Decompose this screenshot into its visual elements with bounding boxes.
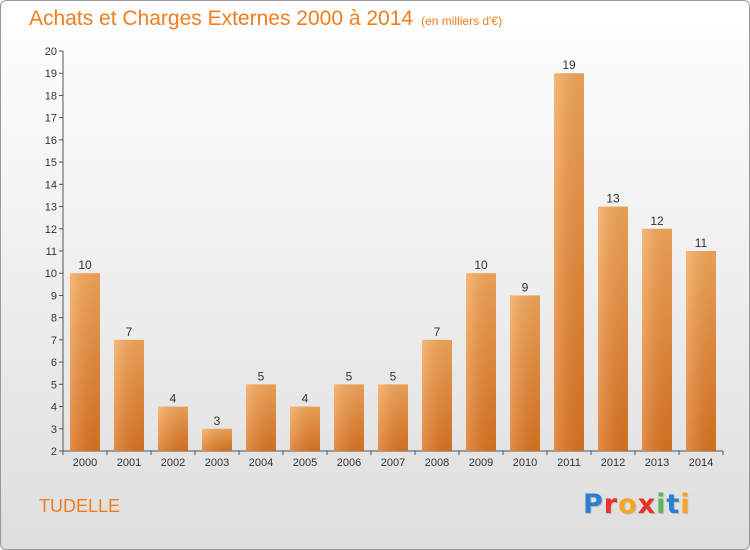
x-tick-label: 2010 [513,457,537,469]
y-tick-label: 14 [45,179,57,191]
bar-shade [378,384,408,451]
x-tick-label: 2009 [469,457,493,469]
y-tick-label: 20 [45,46,57,58]
x-tick-label: 2007 [381,457,405,469]
x-tick-label: 2004 [249,457,273,469]
y-tick-label: 10 [45,268,57,280]
x-tick-label: 2006 [337,457,361,469]
x-tick-label: 2013 [645,457,669,469]
data-label: 11 [695,236,708,250]
data-label: 4 [170,392,177,406]
x-tick-label: 2002 [161,457,185,469]
bar-shade [466,273,496,451]
bar-shade [158,406,188,451]
y-tick-label: 4 [51,402,57,414]
data-label: 13 [606,192,620,206]
logo-letter: i [680,489,691,520]
y-tick-label: 5 [51,379,57,391]
data-label: 5 [346,369,353,383]
x-tick-label: 2000 [73,457,97,469]
data-label: 5 [390,369,397,383]
chart-title-text: Achats et Charges Externes 2000 à 2014 [29,7,414,30]
x-tick-label: 2012 [601,457,625,469]
logo-letter: i [656,489,667,520]
y-tick-label: 15 [45,157,57,169]
logo-letter: r [603,489,619,520]
bar-shade [70,273,100,451]
logo-letter: x [637,489,657,520]
y-tick-label: 3 [51,424,57,436]
y-tick-label: 7 [51,335,57,347]
y-tick-label: 13 [45,202,57,214]
y-tick-label: 2 [51,446,57,458]
bar-shade [642,228,672,451]
data-label: 7 [126,325,133,339]
proxiti-logo[interactable]: Proxiti [583,489,691,520]
y-tick-label: 19 [45,68,57,80]
logo-letter: t [666,489,681,520]
data-label: 19 [562,58,576,72]
data-label: 3 [214,414,221,428]
data-label: 9 [522,280,529,294]
bar-shade [290,406,320,451]
chart-title: Achats et Charges Externes 2000 à 2014 (e… [29,7,502,31]
data-label: 7 [434,325,441,339]
data-label: 5 [258,369,265,383]
x-tick-label: 2014 [689,457,713,469]
logo-letter: P [583,489,604,520]
y-tick-label: 9 [51,290,57,302]
y-tick-label: 17 [45,113,57,125]
y-tick-label: 6 [51,357,57,369]
commune-name: TUDELLE [39,496,121,516]
bar-shade [598,206,628,451]
x-tick-label: 2003 [205,457,229,469]
data-label: 4 [302,392,309,406]
bar-shade [554,73,584,451]
chart-bars [70,73,716,451]
y-tick-label: 11 [46,246,57,258]
data-label: 12 [650,214,664,228]
logo-letter: o [618,489,638,520]
x-tick-label: 2008 [425,457,449,469]
bar-shade [510,295,540,451]
data-label: 10 [78,258,92,272]
y-tick-label: 18 [45,90,57,102]
x-tick-label: 2011 [557,457,581,469]
y-tick-label: 16 [45,135,57,147]
chart-unit: (en milliers d'€) [421,14,503,28]
x-tick-label: 2001 [117,457,141,469]
y-tick-label: 8 [51,313,57,325]
x-tick-label: 2005 [293,457,317,469]
y-tick-label: 12 [45,224,57,236]
bar-shade [422,339,452,451]
bar-shade [686,251,716,451]
bar-shade [246,384,276,451]
data-label: 10 [474,258,488,272]
chart-labels: 2000 10 2001 7 2002 4 2003 3 2004 5 2005 4 2006 5 2007… [73,58,713,469]
bar-shade [202,428,232,451]
bar-shade [334,384,364,451]
bar-shade [114,339,144,451]
